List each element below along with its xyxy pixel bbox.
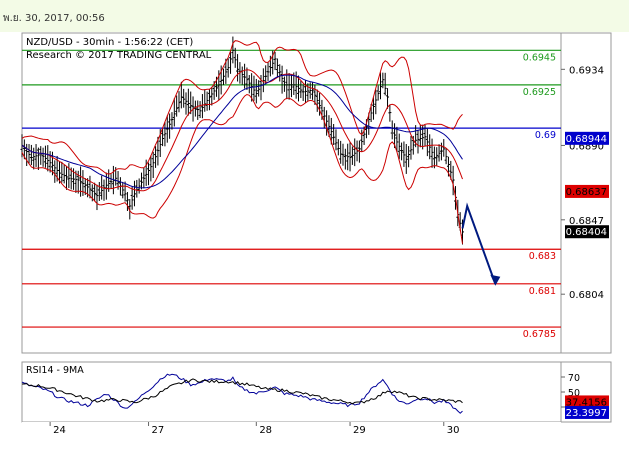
price-axis-label-3: 0.6804 (569, 290, 604, 301)
rsi-ma-line (22, 378, 463, 405)
price-badge-0: 0.68944 (566, 134, 607, 145)
level-label-2: 0.69 (535, 130, 556, 141)
rsi-axis-label-0: 70 (568, 373, 580, 384)
timestamp-bar: พ.ย. 30, 2017, 00:56 (0, 0, 629, 32)
x-axis-area (22, 422, 561, 438)
x-axis-label-1: 27 (152, 425, 165, 436)
x-axis-label-0: 24 (53, 425, 66, 436)
price-badge-bg-0 (565, 131, 609, 145)
rsi-badge-0: 37.4156 (566, 397, 607, 408)
moving-average-slow (21, 74, 463, 189)
x-axis-label-2: 28 (259, 425, 272, 436)
bollinger-upper (21, 40, 463, 175)
rsi-badge-bg-0 (565, 395, 609, 409)
rsi-title: RSI14 - 9MA (26, 365, 84, 376)
price-axis-label-1: 0.6890 (569, 141, 604, 152)
level-label-0: 0.6945 (523, 52, 556, 63)
x-axis-label-4: 30 (447, 425, 460, 436)
moving-average-fast (21, 69, 463, 192)
price-badge-bg-2 (565, 225, 609, 239)
forecast-arrow (461, 202, 497, 285)
price-badge-2: 0.68404 (566, 227, 607, 238)
price-badge-bg-1 (565, 184, 609, 198)
bollinger-lower (21, 93, 463, 244)
rsi-badge-1: 23.3997 (566, 408, 607, 419)
level-label-5: 0.6785 (523, 329, 556, 340)
level-label-4: 0.681 (529, 286, 556, 297)
chart-title: NZD/USD - 30min - 1:56:22 (CET) (26, 37, 193, 48)
level-label-1: 0.6925 (523, 87, 556, 98)
timestamp: พ.ย. 30, 2017, 00:56 (3, 13, 105, 24)
price-axis-label-0: 0.6934 (569, 65, 604, 76)
rsi-line (21, 373, 463, 414)
level-label-3: 0.683 (529, 251, 556, 262)
rsi-axis-label-1: 50 (568, 388, 580, 399)
x-axis-label-3: 29 (353, 425, 366, 436)
rsi-badge-bg-1 (565, 405, 609, 419)
chart-subtitle: Research © 2017 TRADING CENTRAL (26, 50, 212, 61)
forecast-arrow-head (490, 274, 501, 286)
price-axis-label-2: 0.6847 (569, 216, 604, 227)
rsi-panel-frame (21, 361, 562, 423)
price-badge-1: 0.68637 (566, 187, 607, 198)
